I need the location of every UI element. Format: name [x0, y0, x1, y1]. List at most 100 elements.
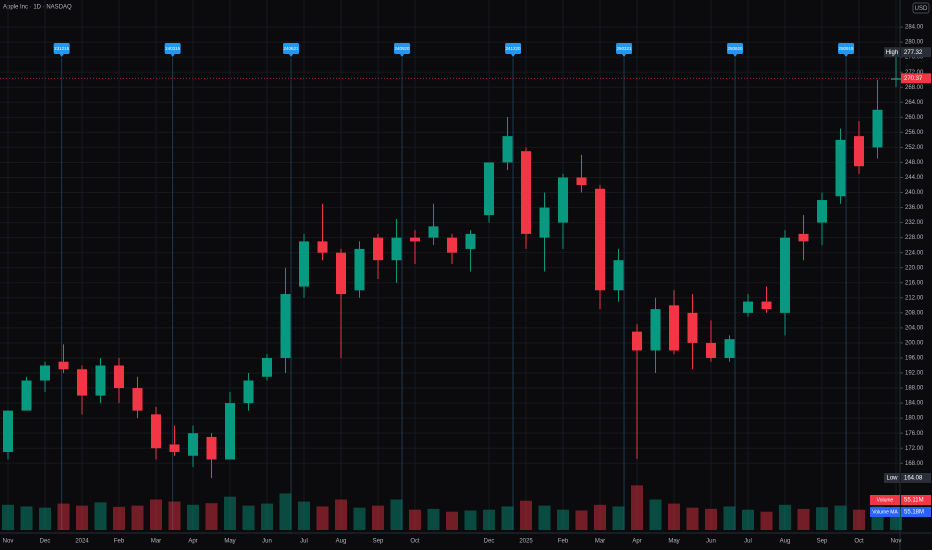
x-tick-label: Nov	[3, 539, 14, 545]
candle-body	[299, 241, 309, 287]
price-tag-box	[901, 472, 931, 483]
x-tick-label: Mar	[151, 539, 161, 545]
candle-body	[373, 237, 383, 261]
candle-body	[243, 380, 254, 404]
volume-bar	[390, 499, 403, 530]
y-tick-label: 256.00	[905, 130, 924, 136]
volume-bar	[2, 504, 14, 530]
price-tag-value: 277.32	[904, 50, 923, 56]
volume-bar	[686, 507, 699, 530]
volume-bar	[668, 503, 680, 530]
marker-pointer	[511, 54, 516, 57]
marker-label: 250321	[617, 46, 633, 51]
price-tag-label-box	[884, 47, 900, 58]
candle-body	[669, 305, 679, 351]
candle-body	[854, 136, 864, 167]
volume-tag-label: Volume MA	[872, 509, 898, 515]
volume-tag-value: 55.18M	[904, 510, 924, 516]
marker-pointer	[400, 54, 405, 57]
candle-body	[576, 177, 587, 186]
marker-label: 231215	[54, 46, 70, 51]
volume-bar	[816, 507, 828, 530]
y-tick-label: 252.00	[905, 145, 924, 151]
marker-box	[505, 43, 522, 54]
volume-tag-label-box	[870, 495, 900, 505]
volume-tag-value: 55.11M	[904, 498, 924, 504]
candle-body	[595, 188, 605, 291]
volume-bar	[446, 511, 458, 530]
volume-bar	[575, 510, 588, 530]
candle-body	[225, 403, 235, 460]
y-tick-label: 284.00	[905, 25, 924, 31]
candle-body	[891, 78, 901, 80]
volume-tag-label: Volume	[877, 497, 894, 503]
marker-box	[616, 43, 633, 54]
candle-body	[40, 365, 50, 381]
marker-pointer	[622, 54, 627, 57]
x-tick-label: May	[224, 539, 235, 545]
currency[interactable]: USD	[915, 6, 928, 12]
volume-tag-box	[901, 495, 931, 505]
currency-box[interactable]	[912, 2, 930, 14]
candle-body	[650, 309, 661, 351]
price-tag-box	[901, 73, 931, 84]
volume-bar	[853, 509, 865, 530]
marker-label: 240920	[395, 46, 411, 51]
plot-area: 231215 240315 240621 240920 241220 250321 2506…	[0, 0, 902, 530]
y-tick-label: 260.00	[905, 115, 924, 121]
candle-body	[558, 177, 568, 223]
y-tick-label: 216.00	[905, 280, 924, 286]
candle-body	[724, 339, 735, 358]
volume-bar	[94, 502, 107, 530]
candle-body	[3, 410, 13, 452]
marker-box	[53, 43, 70, 54]
volume-bar	[779, 504, 791, 530]
volume-bar	[187, 504, 199, 530]
y-tick-label: 208.00	[905, 310, 924, 316]
y-tick-label: 224.00	[905, 250, 924, 256]
y-tick-label: 220.00	[905, 265, 924, 271]
y-tick-label: 276.00	[905, 55, 924, 61]
candle-body	[410, 237, 420, 242]
marker-label: 250620	[728, 46, 744, 51]
candle-body	[114, 365, 124, 389]
y-tick-label: 244.00	[905, 175, 924, 181]
x-tick-label: Dec	[484, 539, 495, 545]
candle-body	[262, 357, 272, 377]
y-tick-label: 268.00	[905, 85, 924, 91]
y-tick-label: 240.00	[905, 190, 924, 196]
marker-pointer	[733, 54, 738, 57]
candle-body	[77, 369, 87, 396]
volume-bar	[279, 493, 292, 530]
candle-body	[428, 226, 439, 238]
volume-bar	[242, 505, 255, 530]
candle-body	[521, 151, 531, 234]
candle-body	[465, 233, 476, 249]
volume-bar	[20, 506, 33, 530]
candle-body	[613, 260, 624, 291]
marker-pointer	[844, 54, 849, 57]
volume-bar	[483, 509, 495, 530]
marker-box	[283, 43, 300, 54]
volume-bar	[168, 501, 181, 530]
volume-bar	[464, 510, 477, 530]
candle-body	[687, 312, 698, 343]
candle-body	[835, 139, 846, 197]
y-tick-label: 236.00	[905, 205, 924, 211]
chart-title: Apple Inc · 1D · NASDAQ	[3, 5, 72, 11]
volume-bar	[57, 503, 70, 530]
price-tag-value: 164.08	[904, 476, 923, 482]
candle-body	[58, 361, 69, 370]
x-tick-label: Feb	[558, 539, 569, 545]
price-tag-label: Low	[886, 476, 898, 482]
x-tick-label: Mar	[595, 539, 605, 545]
x-tick-label: 2025	[519, 539, 533, 545]
marker-label: 250919	[839, 46, 855, 51]
candle-body	[706, 342, 716, 358]
volume-bar	[150, 499, 162, 530]
volume-bar	[834, 505, 847, 530]
volume-bar	[501, 506, 514, 530]
candle-body	[21, 380, 32, 411]
